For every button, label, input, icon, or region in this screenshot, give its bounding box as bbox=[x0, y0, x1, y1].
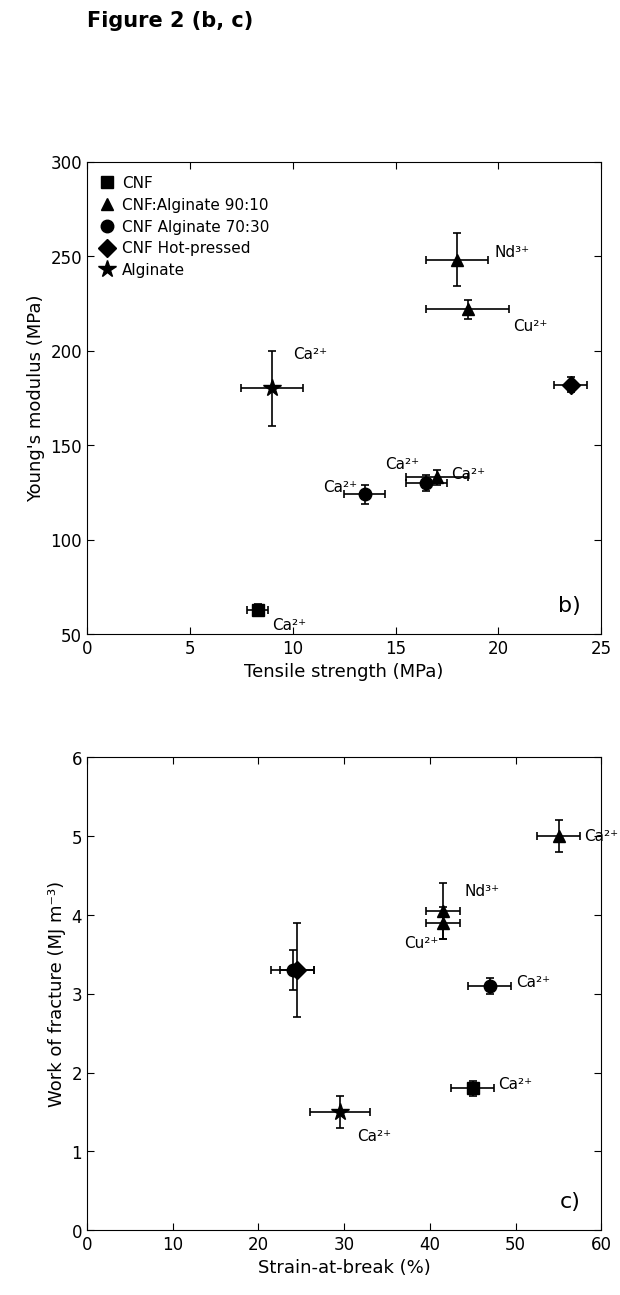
Text: Ca²⁺: Ca²⁺ bbox=[293, 347, 327, 363]
X-axis label: Strain-at-break (%): Strain-at-break (%) bbox=[258, 1259, 430, 1277]
X-axis label: Tensile strength (MPa): Tensile strength (MPa) bbox=[244, 663, 444, 681]
Text: Ca²⁺: Ca²⁺ bbox=[451, 466, 485, 482]
Text: Ca²⁺: Ca²⁺ bbox=[385, 457, 419, 471]
Legend: CNF, CNF:Alginate 90:10, CNF Alginate 70:30, CNF Hot-pressed, Alginate: CNF, CNF:Alginate 90:10, CNF Alginate 70… bbox=[94, 170, 275, 285]
Text: Cu²⁺: Cu²⁺ bbox=[404, 935, 438, 951]
Text: Cu²⁺: Cu²⁺ bbox=[513, 319, 547, 334]
Text: c): c) bbox=[560, 1191, 581, 1211]
Y-axis label: Work of fracture (MJ m⁻³): Work of fracture (MJ m⁻³) bbox=[48, 881, 66, 1107]
Text: Ca²⁺: Ca²⁺ bbox=[324, 479, 358, 495]
Text: Ca²⁺: Ca²⁺ bbox=[357, 1128, 391, 1143]
Text: Nd³⁺: Nd³⁺ bbox=[494, 245, 529, 260]
Y-axis label: Young's modulus (MPa): Young's modulus (MPa) bbox=[27, 294, 45, 502]
Text: Ca²⁺: Ca²⁺ bbox=[584, 829, 618, 844]
Text: Ca²⁺: Ca²⁺ bbox=[516, 975, 550, 989]
Text: Ca²⁺: Ca²⁺ bbox=[272, 618, 306, 633]
Text: b): b) bbox=[558, 596, 581, 615]
Text: Figure 2 (b, c): Figure 2 (b, c) bbox=[87, 12, 253, 31]
Text: Ca²⁺: Ca²⁺ bbox=[498, 1077, 533, 1092]
Text: Nd³⁺: Nd³⁺ bbox=[464, 884, 499, 899]
